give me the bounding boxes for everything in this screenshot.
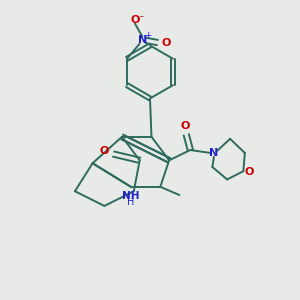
Text: O: O [180,121,190,130]
Text: N: N [209,148,218,158]
Text: +: + [144,31,152,40]
Text: -: - [140,11,143,21]
Text: O: O [244,167,254,177]
Text: O: O [100,146,109,157]
Text: H: H [127,197,134,207]
Text: N: N [138,35,147,46]
Text: O: O [130,15,140,26]
Text: NH: NH [122,191,140,201]
Text: O: O [161,38,171,48]
